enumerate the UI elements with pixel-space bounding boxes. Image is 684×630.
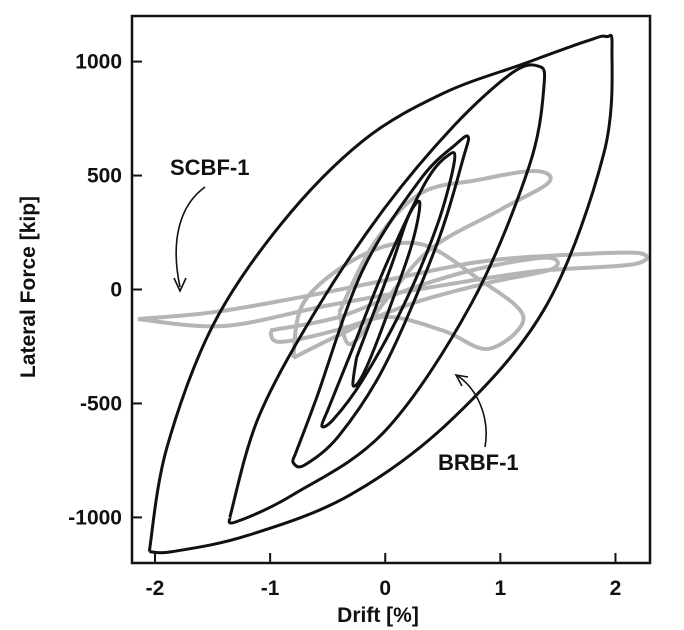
brbf-annotation: BRBF-1	[438, 373, 519, 475]
ticks-layer: -2 -1 0 1 2 -1000 -500 0 500 1000	[68, 51, 621, 600]
scbf-label: SCBF-1	[170, 155, 249, 180]
hysteresis-loop-brbf-1	[147, 33, 614, 555]
hysteresis-loop-scbf-1	[137, 250, 649, 329]
y-tick-label: 0	[110, 279, 122, 302]
hysteresis-loop-brbf-1	[351, 199, 422, 388]
y-tick-label: -500	[80, 392, 122, 415]
y-tick-label: 500	[87, 165, 122, 188]
scbf-leader-arrow	[175, 186, 206, 288]
scbf-arrowhead	[173, 277, 187, 293]
series-brbf-1	[147, 33, 614, 555]
plot-frame	[130, 14, 652, 565]
hysteresis-loop-brbf-1	[320, 151, 457, 429]
y-axis-title: Lateral Force [kip]	[17, 196, 40, 378]
y-tick-label: 1000	[75, 51, 122, 74]
brbf-arrowhead	[454, 373, 469, 387]
x-axis-title: Drift [%]	[337, 604, 419, 627]
scbf-annotation: SCBF-1	[170, 155, 249, 293]
brbf-label: BRBF-1	[438, 450, 519, 475]
series-layer	[137, 33, 649, 555]
brbf-leader-arrow	[457, 375, 487, 448]
hysteresis-loop-brbf-1	[291, 134, 471, 469]
y-tick-label: -1000	[68, 506, 122, 529]
x-tick-label: -2	[146, 577, 165, 600]
x-tick-label: 0	[379, 577, 391, 600]
x-tick-label: 1	[495, 577, 507, 600]
x-tick-label: -1	[261, 577, 280, 600]
x-tick-label: 2	[610, 577, 622, 600]
hysteresis-loop-brbf-1	[227, 63, 547, 525]
